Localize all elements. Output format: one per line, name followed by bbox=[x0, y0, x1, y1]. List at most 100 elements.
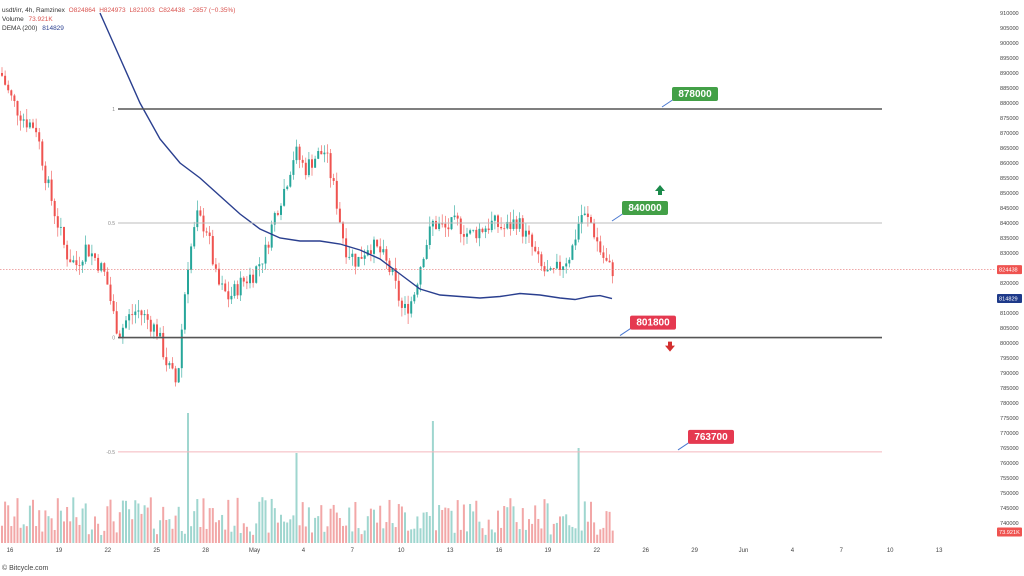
volume-bar bbox=[4, 501, 7, 543]
candle-body bbox=[599, 241, 602, 253]
volume-bar bbox=[10, 526, 13, 543]
price-tick-label: 885000 bbox=[1000, 86, 1019, 92]
volume-bar bbox=[125, 500, 127, 543]
candle-body bbox=[413, 294, 416, 302]
volume-bar bbox=[146, 507, 149, 543]
volume-bar bbox=[94, 516, 96, 543]
candle-body bbox=[487, 228, 490, 231]
candle-body bbox=[335, 180, 338, 209]
label-pointer bbox=[619, 327, 633, 337]
candle-body bbox=[559, 261, 561, 270]
volume-bar bbox=[90, 529, 93, 543]
volume-bar bbox=[540, 528, 543, 543]
candle-body bbox=[193, 227, 196, 247]
candle-body bbox=[469, 230, 472, 234]
volume-bar bbox=[481, 528, 484, 543]
volume-bar bbox=[190, 526, 193, 543]
price-tick-label: 760000 bbox=[1000, 461, 1019, 467]
volume-bar bbox=[425, 512, 428, 543]
candle-body bbox=[143, 314, 146, 316]
volume-bar bbox=[503, 505, 506, 543]
volume-badge-bg bbox=[997, 527, 1022, 537]
candle-body bbox=[112, 301, 115, 312]
volume-bar bbox=[515, 522, 518, 543]
volume-bar bbox=[500, 527, 503, 543]
price-tick-label: 865000 bbox=[1000, 146, 1019, 152]
open-value: O824864 bbox=[68, 7, 96, 14]
volume-bar bbox=[66, 506, 69, 543]
candle-body bbox=[199, 210, 202, 216]
candle-body bbox=[118, 333, 121, 339]
fib-label: 0.5 bbox=[108, 221, 115, 227]
level-label-bg bbox=[688, 429, 734, 444]
volume-bar bbox=[165, 519, 168, 543]
volume-bar bbox=[242, 523, 245, 543]
price-tick-label: 740000 bbox=[1000, 521, 1019, 527]
time-tick-label: 7 bbox=[840, 548, 844, 554]
volume-bar bbox=[574, 528, 577, 543]
volume-bar bbox=[283, 521, 286, 543]
candle-body bbox=[391, 268, 394, 273]
candle-body bbox=[562, 266, 565, 270]
volume-bar bbox=[47, 516, 50, 543]
candle-body bbox=[311, 159, 313, 168]
level-label-bg bbox=[630, 315, 676, 330]
candle-body bbox=[137, 310, 140, 312]
volume-bar bbox=[199, 527, 202, 543]
candle-body bbox=[466, 233, 468, 237]
volume-bar bbox=[121, 500, 124, 543]
volume-bar bbox=[149, 497, 152, 543]
candle-body bbox=[72, 260, 75, 263]
volume-bar bbox=[87, 534, 90, 543]
volume-bar bbox=[35, 526, 38, 543]
volume-bar bbox=[512, 506, 515, 543]
volume-bar bbox=[534, 505, 537, 543]
candles bbox=[1, 67, 614, 387]
candle-body bbox=[245, 281, 248, 284]
candle-body bbox=[571, 245, 574, 260]
candle-body bbox=[506, 221, 509, 229]
candle-body bbox=[180, 329, 183, 369]
volume-bar bbox=[304, 526, 307, 543]
candle-body bbox=[447, 227, 450, 230]
candle-body bbox=[286, 186, 289, 189]
volume-bar bbox=[438, 505, 441, 543]
volume-bar bbox=[69, 521, 72, 543]
volume-bar bbox=[608, 511, 611, 543]
volume-bar bbox=[100, 534, 103, 543]
volume-bar bbox=[342, 525, 344, 543]
volume-bar bbox=[462, 504, 465, 543]
volume-bar bbox=[360, 534, 363, 543]
volume-bar bbox=[335, 512, 338, 543]
volume-bar bbox=[410, 529, 413, 543]
volume-bar bbox=[270, 498, 273, 543]
candle-body bbox=[404, 303, 406, 308]
price-tick-label: 845000 bbox=[1000, 206, 1019, 212]
volume-bar bbox=[441, 509, 444, 543]
candle-body bbox=[329, 153, 332, 179]
volume-bar bbox=[84, 503, 87, 543]
price-tick-label: 850000 bbox=[1000, 191, 1019, 197]
candle-body bbox=[357, 256, 360, 267]
volume-bar bbox=[177, 506, 180, 543]
time-tick-label: 29 bbox=[691, 548, 698, 554]
time-tick-label: 16 bbox=[7, 548, 14, 554]
price-tick-label: 785000 bbox=[1000, 386, 1019, 392]
volume-bar bbox=[596, 534, 599, 543]
volume-bar bbox=[267, 532, 270, 543]
volume-bar bbox=[276, 522, 279, 543]
candle-body bbox=[425, 244, 428, 259]
candle-body bbox=[159, 332, 162, 337]
candle-body bbox=[338, 208, 341, 223]
time-tick-label: May bbox=[249, 548, 260, 554]
volume-bar bbox=[559, 516, 561, 543]
volume-value: 73.921K bbox=[28, 16, 53, 23]
time-tick-label: Jun bbox=[739, 548, 749, 554]
ema-label: DEMA (200) bbox=[2, 25, 38, 32]
candle-body bbox=[534, 246, 537, 252]
volume-bar bbox=[140, 513, 143, 543]
volume-bar bbox=[109, 499, 112, 543]
candle-body bbox=[56, 216, 59, 228]
candle-body bbox=[456, 215, 459, 219]
